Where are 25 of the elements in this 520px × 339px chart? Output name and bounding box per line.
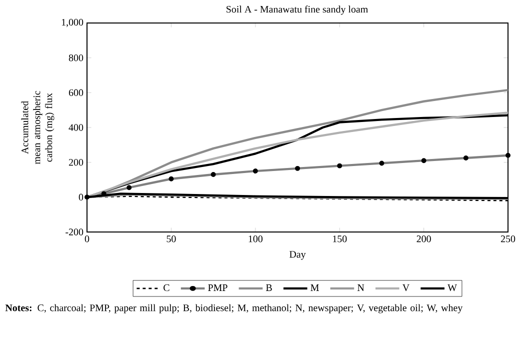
- x-tick-label: 250: [500, 236, 516, 242]
- legend-label: M: [310, 284, 319, 291]
- y-axis-title: Accumulated mean atmospheric carbon (mg) flux: [21, 91, 54, 164]
- x-axis-title: Day: [289, 251, 306, 260]
- point: [84, 194, 90, 200]
- legend-label: PMP: [208, 284, 228, 291]
- y-tick-label: -200: [66, 228, 84, 236]
- x-tick-label: 150: [333, 236, 347, 242]
- legend-label: C: [164, 284, 170, 292]
- y-tick-label: 400: [68, 124, 84, 131]
- y-tick-label: 0: [78, 194, 84, 201]
- chart-title: Soil A - Manawatu fine sandy loam: [226, 6, 368, 15]
- x-tick-label: 50: [166, 236, 176, 242]
- text: Notes: C, charcoal; PMP, paper mill pulp; B, biodiesel; M, methanol; N, newspaper; V, vegetable oil; W, whey: [5, 304, 463, 314]
- y-tick-label: 600: [68, 89, 84, 96]
- y-tick-label: 1,000: [62, 18, 84, 28]
- x-tick-label: 0: [84, 236, 90, 242]
- x-tick-label: 100: [248, 236, 263, 242]
- legend-label: W: [448, 284, 457, 292]
- legend-label: N: [357, 284, 364, 291]
- y-tick-label: 200: [68, 158, 84, 166]
- x-tick-label: 200: [416, 236, 431, 242]
- y-tick-label: 800: [68, 54, 84, 62]
- legend-label: B: [266, 284, 272, 291]
- legend-label: V: [402, 284, 410, 292]
